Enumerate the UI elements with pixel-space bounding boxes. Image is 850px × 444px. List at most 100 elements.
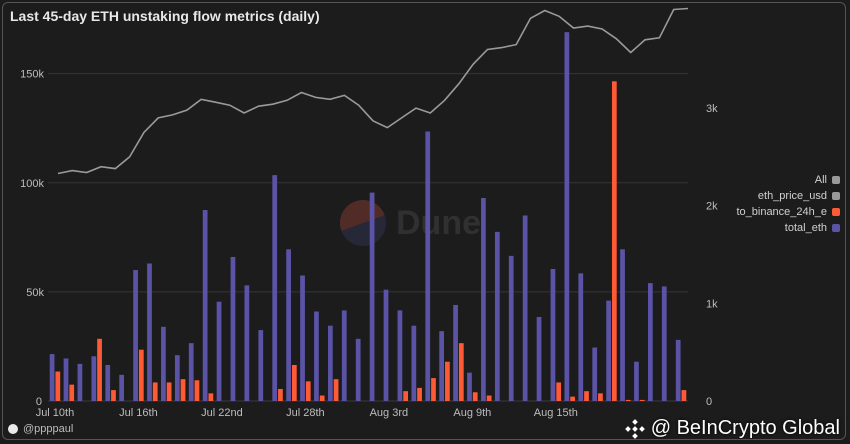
bar-to-binance [417,387,422,401]
bar-total-eth [467,372,472,401]
dune-watermark-text: Dune [396,203,481,242]
bar-to-binance [639,399,645,401]
bar-total-eth [91,356,97,401]
x-tick-label: Jul 10th [36,407,75,419]
bar-total-eth [314,311,319,401]
legend-label: All [814,174,827,186]
bar-to-binance [584,391,589,401]
bar-to-binance [166,382,172,401]
legend-label: total_eth [784,222,827,234]
bar-total-eth [147,263,152,401]
bar-total-eth [411,325,417,401]
creator-credit: @ppppaul [8,423,73,435]
bar-to-binance [333,379,339,401]
x-tick-label: Jul 28th [286,407,325,419]
y-left-tick-label: 50k [26,287,44,299]
bar-to-binance [194,380,200,401]
bar-to-binance [278,388,283,401]
bar-to-binance [681,390,687,401]
bar-total-eth [397,310,403,401]
brand-text: @ BeInCrypto Global [650,417,840,439]
chart-legend: All eth_price_usd to_binance_24h_e total_et… [736,172,840,236]
binance-logo-icon [624,418,645,439]
dune-logo-icon [340,200,386,246]
y-right-tick-label: 3k [706,103,718,115]
bar-to-binance [69,384,75,401]
bar-total-eth [161,326,166,401]
bar-to-binance [611,81,617,402]
x-tick-label: Aug 15th [534,407,578,419]
bar-total-eth [494,231,500,401]
bar-to-binance [472,392,478,401]
line-eth-price [57,7,689,175]
bar-total-eth [550,268,556,401]
bar-to-binance [111,390,116,401]
bar-to-binance [486,395,492,401]
bar-total-eth [383,289,389,401]
bar-total-eth [230,256,236,401]
bar-total-eth [620,249,625,401]
bar-total-eth [202,210,208,401]
bar-to-binance [138,349,144,401]
bar-total-eth [439,331,445,401]
legend-swatch [832,176,840,184]
x-tick-label: Jul 16th [119,407,158,419]
bar-total-eth [536,316,542,401]
bar-total-eth [77,363,83,401]
bar-total-eth [327,325,333,401]
bar-to-binance [556,382,562,401]
x-tick-label: Aug 9th [453,407,491,419]
legend-label: eth_price_usd [757,190,827,202]
bar-total-eth [522,215,528,401]
bar-to-binance [431,378,436,401]
bar-total-eth [564,32,570,402]
bar-total-eth [300,275,305,401]
legend-item[interactable]: All [736,172,840,188]
bar-total-eth [355,338,361,401]
legend-item[interactable]: eth_price_usd [736,188,840,204]
bar-total-eth [272,175,278,401]
creator-handle: @ppppaul [23,423,74,435]
bar-to-binance [305,381,311,401]
bar-total-eth [49,354,55,401]
bar-total-eth [425,131,431,401]
x-tick-label: Jul 22nd [201,407,243,419]
bar-total-eth [133,270,138,401]
bar-total-eth [258,330,264,401]
bar-total-eth [216,301,222,401]
chart-title: Last 45-day ETH unstaking flow metrics (… [10,8,320,24]
bar-to-binance [458,343,464,401]
bar-total-eth [244,285,250,401]
bar-total-eth [661,286,667,401]
y-left-tick-label: 0 [36,396,42,408]
y-left-tick-label: 100k [20,178,44,190]
bar-total-eth [578,273,584,401]
avatar [8,424,18,434]
bar-to-binance [598,393,603,401]
bar-total-eth [675,339,681,401]
bar-total-eth [188,343,194,401]
bar-total-eth [453,304,458,401]
x-tick-label: Aug 3rd [370,407,409,419]
bar-to-binance [319,395,325,401]
legend-swatch [832,224,840,232]
bar-total-eth [63,358,69,401]
bar-to-binance [403,391,409,401]
bar-total-eth [174,355,180,401]
bar-total-eth [369,192,375,401]
y-right-tick-label: 1k [706,298,718,310]
bar-total-eth [105,364,111,401]
legend-item[interactable]: to_binance_24h_e [736,204,840,220]
bar-total-eth [647,283,653,401]
legend-swatch [832,192,840,200]
bar-total-eth [481,198,486,401]
y-right-tick-label: 2k [706,201,718,213]
y-right-tick-label: 0 [706,396,712,408]
bar-to-binance [570,396,575,401]
bar-total-eth [508,255,514,401]
bar-to-binance [55,371,61,401]
bar-to-binance [97,338,102,401]
legend-label: to_binance_24h_e [736,206,827,218]
legend-item[interactable]: total_eth [736,220,840,236]
